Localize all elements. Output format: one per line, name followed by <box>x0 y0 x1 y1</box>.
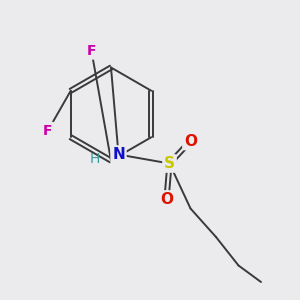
Text: F: F <box>43 124 53 137</box>
Text: O: O <box>160 192 173 207</box>
Text: N: N <box>112 147 125 162</box>
Text: S: S <box>164 156 175 171</box>
Text: O: O <box>184 134 197 148</box>
Text: F: F <box>87 44 96 58</box>
Text: H: H <box>89 152 100 166</box>
